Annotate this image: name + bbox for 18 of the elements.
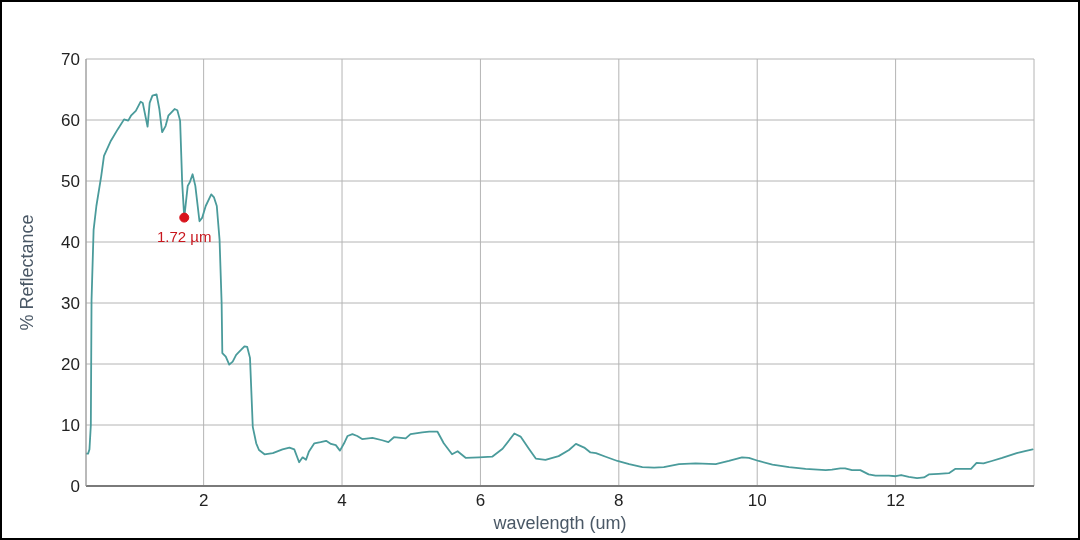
x-axis-title: wavelength (um) xyxy=(492,513,627,533)
y-tick-label: 30 xyxy=(61,294,80,314)
y-tick-label: 70 xyxy=(61,50,80,70)
annotation: 1.72 µm xyxy=(157,227,212,245)
x-tick-label: 2 xyxy=(198,491,209,511)
y-tick-label: 10 xyxy=(61,416,80,436)
y-tick-label: 40 xyxy=(61,233,80,253)
x-tick-label: 4 xyxy=(337,491,347,511)
y-axis-title: % Reflectance xyxy=(17,214,37,331)
x-tick-label: 6 xyxy=(475,491,486,511)
y-tick-label: 20 xyxy=(61,355,80,375)
line-series xyxy=(86,93,1034,479)
x-tick-label: 12 xyxy=(886,491,906,511)
y-tick-label: 0 xyxy=(70,477,80,497)
y-tick-label: 60 xyxy=(61,111,80,131)
y-tick-label: 50 xyxy=(61,172,80,192)
x-tick-label: 10 xyxy=(747,491,767,511)
x-tick-label: 8 xyxy=(614,491,624,511)
